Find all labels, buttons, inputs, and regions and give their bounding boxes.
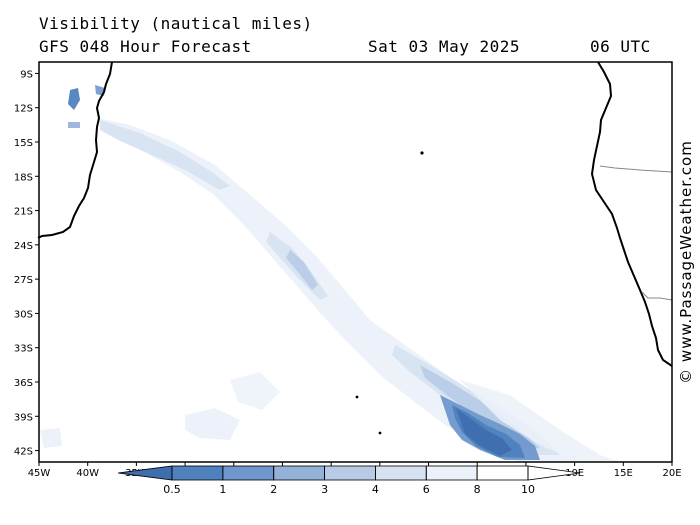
fog-patch [68,122,80,128]
legend-swatch [324,465,376,481]
legend-label: 8 [474,483,481,496]
island-tristan-da-cunha [355,395,359,399]
coastline-layer [37,61,673,435]
lat-tick-label: 15S [14,138,33,149]
lat-tick-label: 18S [14,172,33,183]
lon-tick-label: 45W [28,468,51,479]
lon-tick-label: 40W [76,468,99,479]
legend-swatch [273,465,325,481]
visibility-fog-layer [40,85,620,462]
visibility-legend: 0.5 1 2 3 4 6 8 10 [117,465,581,496]
fog-patch [40,428,62,448]
map-title-variable: Visibility (nautical miles) [39,14,313,33]
fog-patch [420,365,540,450]
island-st-helena [420,151,424,155]
lat-tick-label: 33S [14,344,33,355]
legend-swatch [222,465,275,481]
island-gough [378,431,382,435]
legend-label: 0.5 [163,483,181,496]
angola-namibia-border [599,165,673,173]
legend-label: 6 [423,483,430,496]
fog-patch [460,380,620,462]
lat-tick-label: 30S [14,309,33,320]
fog-patch [185,408,240,440]
lat-tick-label: 24S [14,241,33,252]
legend-label: 1 [219,483,226,496]
legend-swatch [476,465,529,481]
map-frame [38,61,673,463]
lon-tick-label: 20E [662,468,681,479]
legend-label: 10 [521,483,535,496]
fog-patch [68,88,80,110]
latitude-axis: 9S 12S 15S 18S 21S 24S 27S 30S 33S 36S 39S 42S [14,69,39,458]
fog-patch [230,372,280,410]
copyright-notice: © www.PassageWeather.com [676,62,696,462]
lon-tick-label: 15E [614,468,633,479]
africa-coastline [590,61,673,367]
lat-tick-label: 12S [14,104,33,115]
legend-label: 3 [321,483,328,496]
legend-swatch [375,465,427,481]
lat-tick-label: 39S [14,412,33,423]
map-title-model: GFS 048 Hour Forecast [39,37,252,56]
legend-label: 4 [372,483,379,496]
legend-label: 2 [270,483,277,496]
lat-tick-label: 42S [14,447,33,458]
forecast-date: Sat 03 May 2025 [368,37,520,56]
lat-tick-label: 36S [14,378,33,389]
namibia-south-africa-border [641,291,673,301]
fog-patch [456,408,512,456]
lat-tick-label: 27S [14,275,33,286]
legend-swatch [425,465,478,481]
lat-tick-label: 9S [20,69,33,80]
forecast-time: 06 UTC [590,37,651,56]
legend-swatch [171,465,224,481]
south-america-coastline [37,61,113,239]
copyright-text: © www.PassageWeather.com [677,140,695,384]
lat-tick-label: 21S [14,207,33,218]
fog-patch [286,250,318,290]
fog-patch [98,118,580,462]
fog-patch [100,120,230,190]
